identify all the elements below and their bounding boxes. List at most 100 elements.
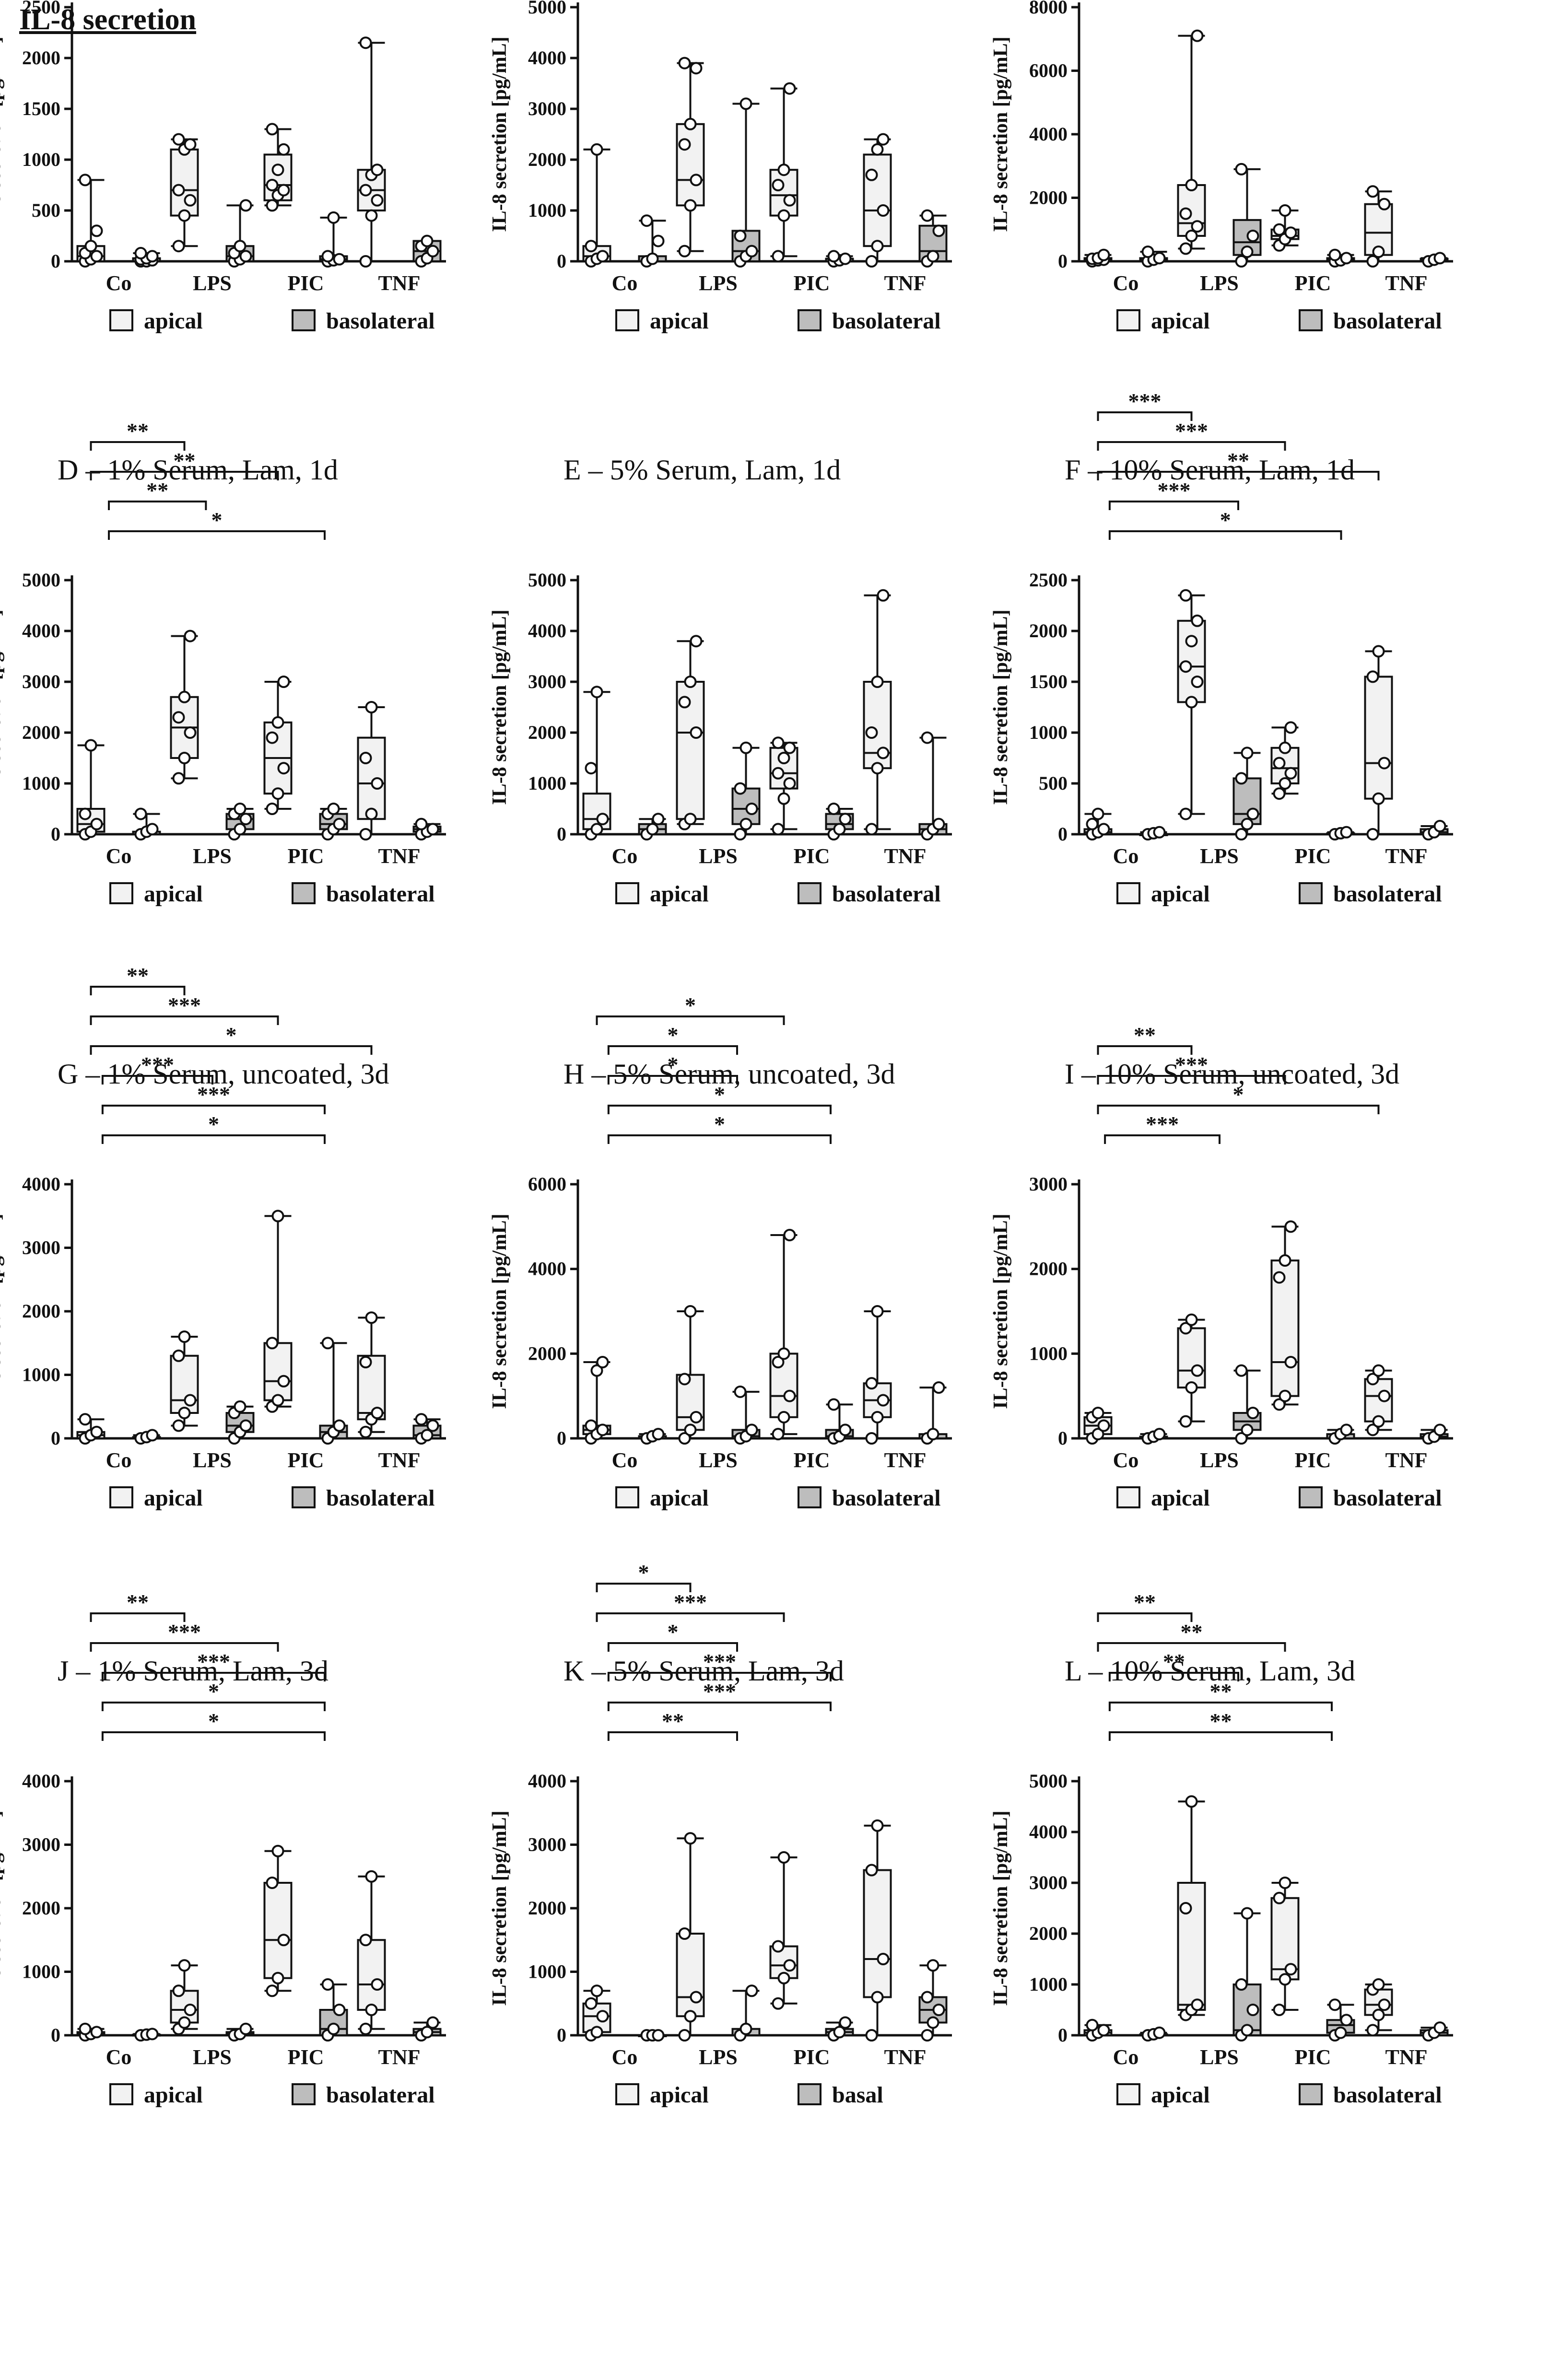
data-point [865, 1432, 878, 1445]
data-point [739, 741, 752, 754]
data-point [79, 807, 92, 820]
y-axis-label: IL-8 secretion [pg/mL] [489, 609, 511, 805]
significance-bracket [1108, 530, 1342, 540]
significance-label: * [667, 1052, 678, 1077]
category-label: PIC [1295, 2045, 1331, 2069]
data-point [426, 823, 439, 836]
data-point [772, 1940, 785, 1953]
y-tick-label: 2000 [22, 47, 60, 69]
data-point [734, 1385, 747, 1398]
y-axis-label: IL-8 secretion [pg/mL] [990, 1213, 1012, 1409]
legend-swatch-basolateral [798, 1486, 821, 1508]
category-label: TNF [1385, 2045, 1428, 2069]
significance-label: ** [146, 478, 168, 502]
category-label: PIC [288, 1448, 324, 1472]
data-point [1340, 252, 1353, 265]
y-tick-label: 1000 [1029, 1342, 1068, 1364]
y-tick-label: 500 [32, 199, 60, 221]
data-point [1153, 826, 1166, 839]
data-point [877, 133, 890, 146]
data-point [652, 2029, 665, 2042]
y-tick-label: 2000 [22, 1300, 60, 1322]
data-point [266, 731, 279, 744]
y-axis-label: IL-8 secretion [pg/mL] [0, 1810, 5, 2006]
y-axis-label: IL-8 secretion [pg/mL] [0, 609, 5, 805]
data-point [772, 179, 785, 191]
legend-swatch-basolateral [1299, 309, 1323, 331]
data-point [321, 1337, 334, 1350]
legend-label: apical [1151, 881, 1210, 907]
legend-label: apical [1151, 308, 1210, 334]
data-point [90, 224, 103, 237]
y-tick-label: 2500 [22, 0, 60, 18]
significance-bracket [1104, 1134, 1220, 1144]
category-label: TNF [1385, 844, 1428, 868]
significance-label: ** [1181, 1620, 1203, 1644]
data-point [415, 817, 428, 830]
data-point [1366, 670, 1379, 683]
data-point [783, 194, 796, 207]
y-tick-label: 2000 [22, 722, 60, 743]
data-point [833, 2026, 846, 2039]
data-point [371, 777, 384, 790]
significance-label: *** [703, 1649, 736, 1674]
data-point [921, 731, 934, 744]
significance-label: *** [141, 1052, 174, 1077]
data-point [146, 823, 159, 836]
data-point [734, 828, 747, 840]
data-point [1334, 2026, 1347, 2039]
data-point [1433, 820, 1446, 833]
data-point [1179, 807, 1192, 820]
box-apical [263, 1882, 293, 1979]
significance-bracket [1097, 1612, 1193, 1622]
y-tick-label: 2000 [1029, 187, 1068, 209]
data-point [596, 1356, 609, 1368]
data-point [172, 1984, 185, 1997]
data-point [1279, 1973, 1291, 1986]
data-point [359, 1356, 372, 1368]
y-tick-label: 1000 [22, 1961, 60, 1983]
data-point [146, 1429, 159, 1442]
data-point [90, 1425, 103, 1438]
legend-label: apical [650, 1485, 709, 1511]
significance-bracket [607, 1045, 738, 1055]
y-tick-label: 0 [1058, 1427, 1068, 1449]
data-point [1279, 1254, 1291, 1267]
legend-swatch-basal [798, 2083, 821, 2105]
significance-label: *** [1175, 1052, 1208, 1077]
data-point [1179, 1902, 1192, 1914]
data-point [266, 179, 279, 191]
data-point [927, 1428, 939, 1441]
data-point [79, 1413, 92, 1426]
significance-label: *** [674, 1590, 707, 1614]
significance-bracket [90, 471, 279, 480]
category-label: PIC [288, 844, 324, 868]
data-point [827, 803, 840, 815]
data-point [777, 1851, 790, 1864]
data-point [1241, 1423, 1254, 1436]
data-point [1372, 1364, 1385, 1377]
y-tick-label: 5000 [22, 569, 60, 591]
data-point [371, 1978, 384, 1991]
data-point [1246, 2004, 1259, 2016]
legend-label: basolateral [832, 308, 941, 334]
data-point [84, 240, 97, 253]
significance-bracket [1108, 501, 1239, 510]
y-tick-label: 2000 [22, 1897, 60, 1919]
data-point [277, 1375, 290, 1388]
data-point [1235, 1364, 1248, 1377]
y-tick-label: 2000 [1029, 620, 1068, 642]
y-tick-label: 0 [51, 823, 60, 845]
data-point [1235, 1432, 1248, 1445]
data-point [1366, 2024, 1379, 2037]
data-point [271, 163, 284, 176]
significance-label: * [638, 1560, 649, 1585]
data-point [1433, 252, 1446, 265]
figure-heading: IL-8 secretion [19, 3, 197, 36]
data-point [84, 739, 97, 752]
data-point [1091, 1407, 1104, 1419]
box-apical [357, 1939, 386, 2011]
data-point [1284, 1356, 1297, 1368]
data-point [178, 752, 191, 764]
data-point [596, 2010, 609, 2023]
